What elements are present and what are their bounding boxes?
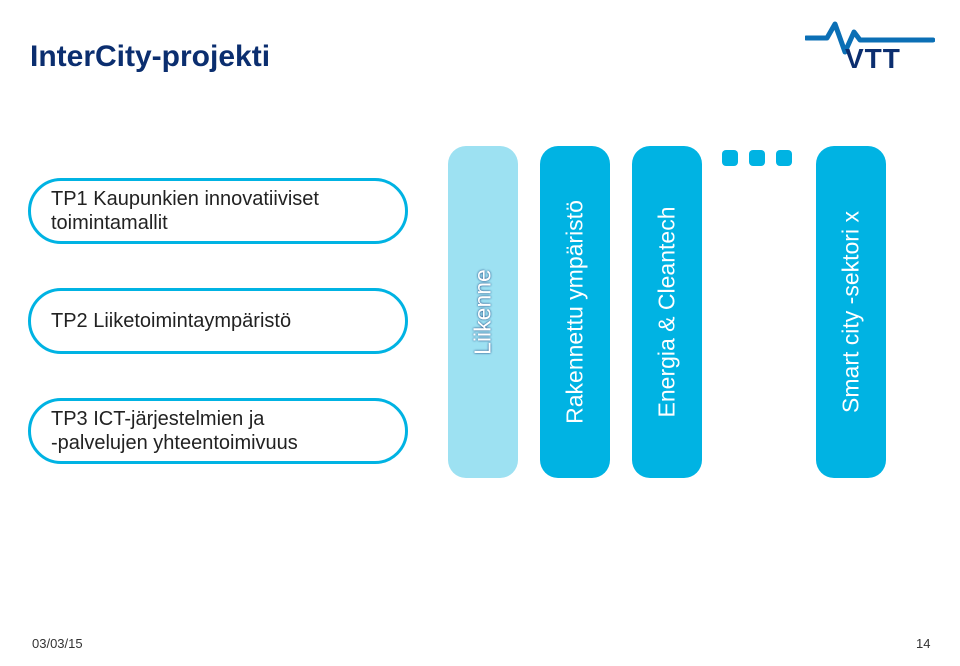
hbar-3-label: TP3 ICT-järjestelmien ja-palvelujen yhte… [51, 407, 298, 455]
vbar-3: Energia & Cleantech [632, 146, 702, 478]
footer-date: 03/03/15 [32, 636, 83, 651]
vbar-1: Liikenne [448, 146, 518, 478]
vbar-2: Rakennettu ympäristö [540, 146, 610, 478]
footer-page: 14 [916, 636, 930, 651]
hbar-1: TP1 Kaupunkien innovatiivisettoimintamal… [28, 178, 408, 244]
vbar-1-label: Liikenne [470, 269, 497, 355]
hbar-3: TP3 ICT-järjestelmien ja-palvelujen yhte… [28, 398, 408, 464]
vbar-4-label: Smart city -sektori x [838, 211, 865, 413]
hbar-2: TP2 Liiketoimintaympäristö [28, 288, 408, 354]
slide: InterCity-projekti VTT TP1 Kaupunkien in… [0, 0, 960, 666]
hbar-2-label: TP2 Liiketoimintaympäristö [51, 309, 291, 333]
vbar-2-label: Rakennettu ympäristö [562, 200, 589, 424]
vbar-3-label: Energia & Cleantech [654, 207, 681, 418]
ellipsis-dot-1 [722, 150, 738, 166]
ellipsis-dot-2 [749, 150, 765, 166]
vbar-4: Smart city -sektori x [816, 146, 886, 478]
ellipsis-dot-3 [776, 150, 792, 166]
hbar-1-label: TP1 Kaupunkien innovatiivisettoimintamal… [51, 187, 319, 235]
vtt-logo-svg: VTT [805, 18, 935, 72]
svg-text:VTT: VTT [845, 43, 901, 72]
vtt-logo: VTT [805, 18, 935, 72]
slide-title: InterCity-projekti [30, 40, 270, 74]
